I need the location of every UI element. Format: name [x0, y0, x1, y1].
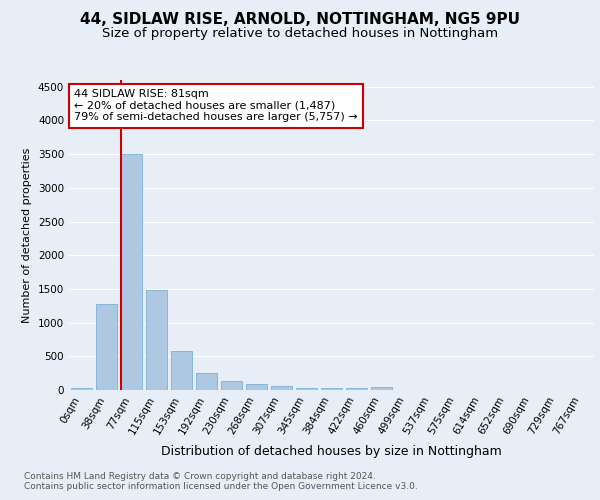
- Y-axis label: Number of detached properties: Number of detached properties: [22, 148, 32, 322]
- Bar: [171, 351, 192, 390]
- Text: Contains HM Land Registry data © Crown copyright and database right 2024.: Contains HM Land Registry data © Crown c…: [24, 472, 376, 481]
- Bar: [371, 386, 392, 390]
- Text: 44, SIDLAW RISE, ARNOLD, NOTTINGHAM, NG5 9PU: 44, SIDLAW RISE, ARNOLD, NOTTINGHAM, NG5…: [80, 12, 520, 28]
- Bar: [121, 154, 142, 390]
- Bar: [71, 388, 92, 390]
- X-axis label: Distribution of detached houses by size in Nottingham: Distribution of detached houses by size …: [161, 444, 502, 458]
- Bar: [96, 304, 117, 390]
- Bar: [321, 388, 342, 390]
- Bar: [146, 290, 167, 390]
- Bar: [221, 381, 242, 390]
- Text: Size of property relative to detached houses in Nottingham: Size of property relative to detached ho…: [102, 26, 498, 40]
- Bar: [196, 373, 217, 390]
- Bar: [346, 388, 367, 390]
- Text: 44 SIDLAW RISE: 81sqm
← 20% of detached houses are smaller (1,487)
79% of semi-d: 44 SIDLAW RISE: 81sqm ← 20% of detached …: [74, 90, 358, 122]
- Text: Contains public sector information licensed under the Open Government Licence v3: Contains public sector information licen…: [24, 482, 418, 491]
- Bar: [246, 384, 267, 390]
- Bar: [296, 388, 317, 390]
- Bar: [271, 386, 292, 390]
